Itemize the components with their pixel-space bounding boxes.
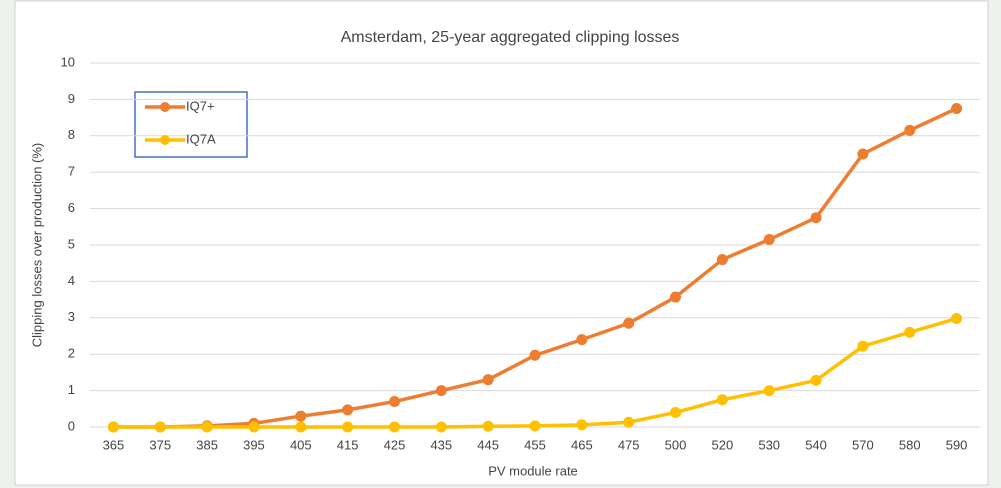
y-tick-label: 7 bbox=[68, 164, 75, 179]
x-tick-label: 530 bbox=[758, 437, 780, 452]
legend bbox=[134, 91, 248, 158]
x-tick-label: 435 bbox=[430, 437, 452, 452]
data-point bbox=[295, 410, 307, 422]
x-tick-label: 415 bbox=[337, 437, 359, 452]
x-tick-label: 385 bbox=[196, 437, 218, 452]
x-tick-label: 465 bbox=[571, 437, 593, 452]
chart-title: Amsterdam, 25-year aggregated clipping l… bbox=[341, 29, 680, 46]
y-tick-label: 9 bbox=[68, 91, 75, 106]
x-tick-label: 580 bbox=[899, 437, 921, 452]
x-tick-label: 405 bbox=[290, 437, 312, 452]
data-point bbox=[576, 334, 588, 346]
data-point bbox=[904, 326, 916, 338]
x-tick-label: 375 bbox=[149, 437, 171, 452]
data-point bbox=[482, 420, 494, 432]
x-tick-label: 445 bbox=[477, 437, 499, 452]
data-point bbox=[248, 421, 260, 433]
data-point bbox=[670, 291, 682, 303]
data-point bbox=[857, 340, 869, 352]
data-point bbox=[716, 254, 728, 266]
y-tick-label: 3 bbox=[68, 309, 75, 324]
data-point bbox=[623, 317, 635, 329]
data-point bbox=[388, 421, 400, 433]
y-axis-title: Clipping losses over production (%) bbox=[29, 143, 44, 347]
y-tick-label: 5 bbox=[68, 236, 75, 251]
data-point bbox=[154, 421, 166, 433]
data-point bbox=[388, 396, 400, 408]
legend-label: IQ7+ bbox=[186, 98, 215, 113]
data-point bbox=[342, 404, 354, 416]
legend-marker bbox=[160, 102, 170, 112]
data-point bbox=[529, 349, 541, 361]
data-point bbox=[529, 420, 541, 432]
x-tick-label: 590 bbox=[946, 437, 968, 452]
data-point bbox=[295, 421, 307, 433]
x-tick-label: 395 bbox=[243, 437, 265, 452]
data-point bbox=[810, 374, 822, 386]
data-point bbox=[951, 103, 963, 114]
legend-marker bbox=[160, 135, 170, 145]
data-point bbox=[904, 124, 916, 136]
data-point bbox=[810, 212, 822, 224]
data-point bbox=[435, 421, 447, 433]
x-tick-label: 475 bbox=[618, 437, 640, 452]
y-tick-label: 0 bbox=[68, 418, 75, 433]
data-point bbox=[623, 416, 635, 428]
legend-label: IQ7A bbox=[186, 131, 216, 146]
x-tick-label: 425 bbox=[384, 437, 406, 452]
y-tick-label: 6 bbox=[68, 200, 75, 215]
data-point bbox=[857, 148, 869, 160]
data-point bbox=[435, 385, 447, 397]
data-point bbox=[951, 313, 963, 325]
y-tick-label: 1 bbox=[68, 382, 75, 397]
x-tick-label: 570 bbox=[852, 437, 874, 452]
x-tick-label: 455 bbox=[524, 437, 546, 452]
x-tick-label: 500 bbox=[665, 437, 687, 452]
data-point bbox=[670, 406, 682, 418]
x-axis-title: PV module rate bbox=[488, 463, 578, 478]
data-point bbox=[107, 421, 119, 433]
data-point bbox=[201, 421, 213, 433]
y-tick-label: 4 bbox=[68, 273, 75, 288]
y-tick-label: 10 bbox=[61, 54, 75, 69]
data-point bbox=[342, 421, 354, 433]
data-point bbox=[576, 419, 588, 431]
data-point bbox=[482, 374, 494, 386]
y-tick-label: 2 bbox=[68, 346, 75, 361]
x-tick-label: 365 bbox=[103, 437, 125, 452]
data-point bbox=[763, 234, 775, 246]
y-tick-label: 8 bbox=[68, 127, 75, 142]
x-tick-label: 520 bbox=[712, 437, 734, 452]
data-point bbox=[716, 394, 728, 406]
x-tick-label: 540 bbox=[805, 437, 827, 452]
chart-area bbox=[14, 0, 989, 486]
data-point bbox=[763, 385, 775, 397]
